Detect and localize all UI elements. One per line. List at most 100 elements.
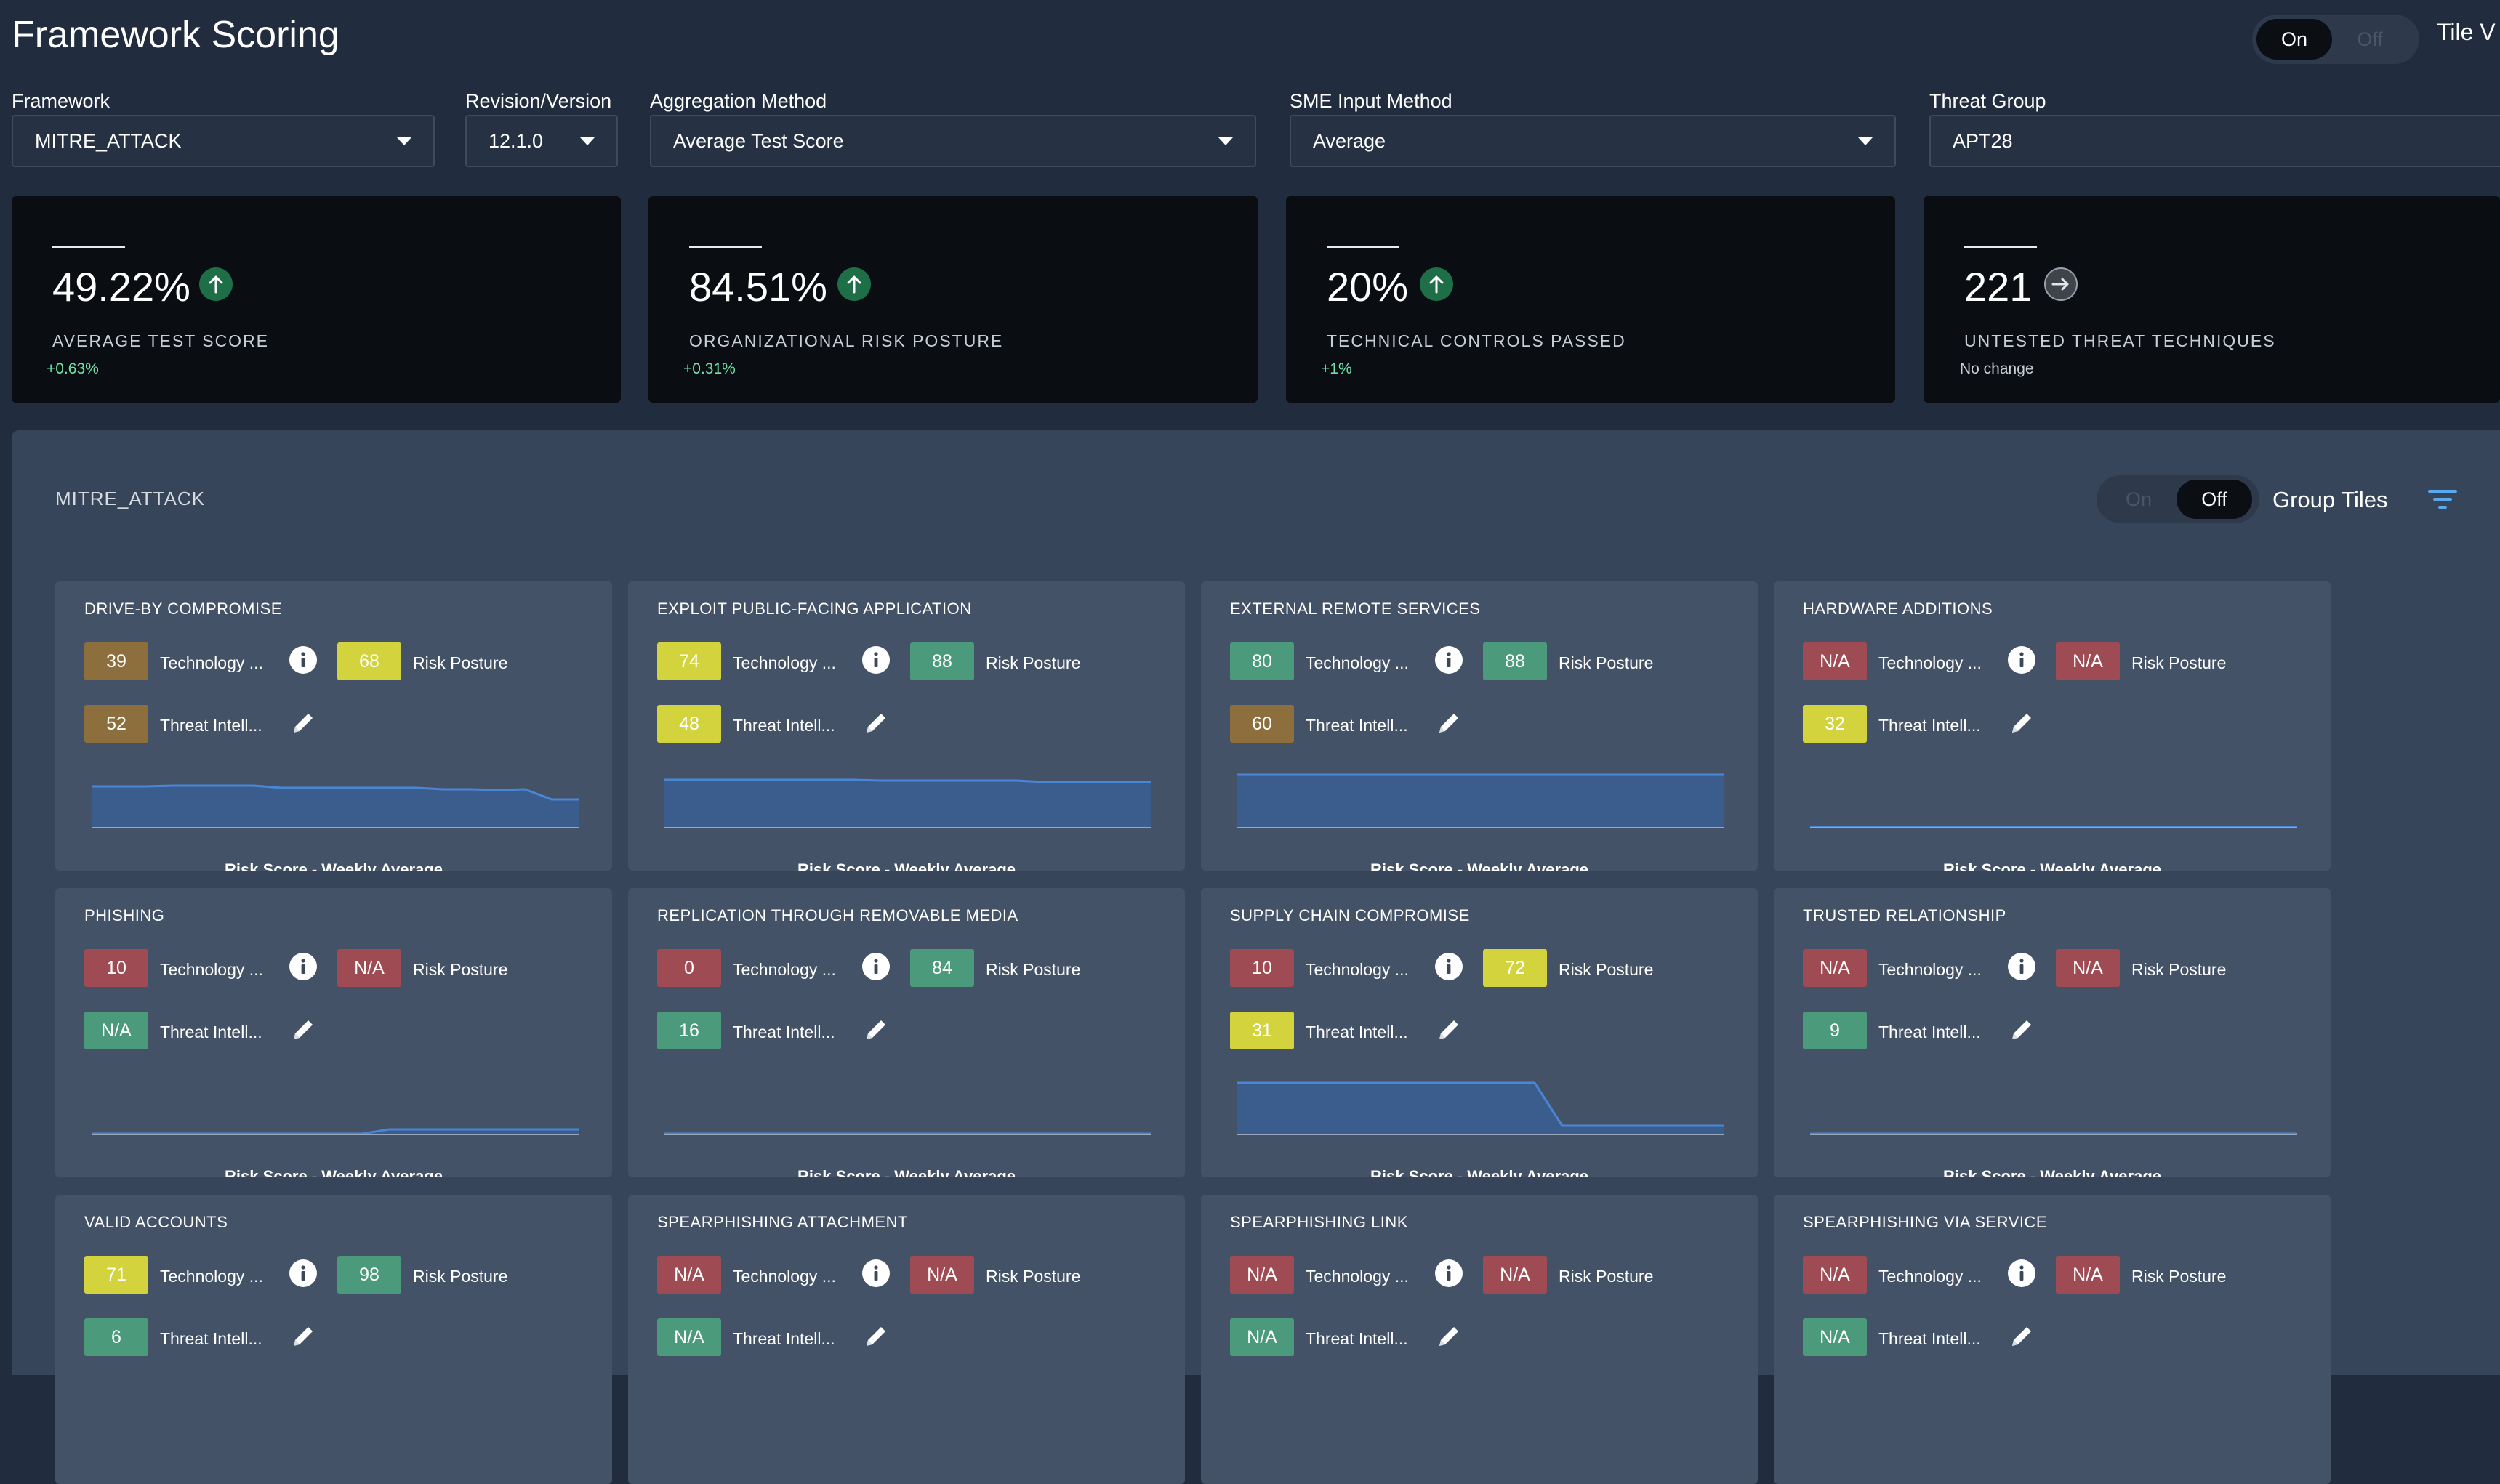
threat-group-input[interactable]: APT28 <box>1929 115 2500 167</box>
threat-intel-score-badge: 52 <box>84 705 148 743</box>
revision-select[interactable]: 12.1.0 <box>465 115 618 167</box>
edit-icon[interactable] <box>289 1323 317 1350</box>
tile-title: EXPLOIT PUBLIC-FACING APPLICATION <box>657 600 972 618</box>
arrow-up-icon <box>199 267 233 301</box>
technique-tile-phishing[interactable]: PHISHING 10 Technology ... N/A Risk Posture N… <box>55 888 612 1177</box>
chevron-down-icon <box>1858 137 1873 145</box>
technique-tile-hardware-additions[interactable]: HARDWARE ADDITIONS N/A Technology ... N/A Ri… <box>1774 581 2331 871</box>
technology-label: Technology ... <box>1878 653 1982 672</box>
technique-tile-spearphishing-link[interactable]: SPEARPHISHING LINK N/A Technology ... N/A Ri… <box>1201 1195 1758 1484</box>
edit-icon[interactable] <box>1435 709 1463 737</box>
kpi-card-controls-passed: 20% TECHNICAL CONTROLS PASSED +1% <box>1286 196 1895 403</box>
technique-tile-supply-chain-compromise[interactable]: SUPPLY CHAIN COMPROMISE 10 Technology ... 7… <box>1201 888 1758 1177</box>
info-icon[interactable] <box>862 646 890 674</box>
edit-icon[interactable] <box>1435 1016 1463 1044</box>
sparkline-area <box>1237 1083 1724 1135</box>
sparkline-area <box>1237 775 1724 828</box>
technology-score-badge: 71 <box>84 1256 148 1294</box>
chevron-down-icon <box>1218 137 1233 145</box>
sparkline-line <box>1237 1081 1724 1127</box>
group-tiles-off-option[interactable]: Off <box>2177 480 2252 519</box>
info-icon[interactable] <box>2008 646 2035 674</box>
group-tiles-toggle[interactable]: On Off <box>2097 475 2259 523</box>
info-icon[interactable] <box>862 1259 890 1287</box>
tile-view-on-option[interactable]: On <box>2256 19 2332 60</box>
tile-view-off-option[interactable]: Off <box>2357 28 2383 50</box>
risk-posture-score-badge: 84 <box>910 949 974 987</box>
info-icon[interactable] <box>289 1259 317 1287</box>
framework-label: Framework <box>12 90 110 112</box>
edit-icon[interactable] <box>862 709 890 737</box>
aggregation-select[interactable]: Average Test Score <box>650 115 1256 167</box>
technique-tile-trusted-relationship[interactable]: TRUSTED RELATIONSHIP N/A Technology ... N/A… <box>1774 888 2331 1177</box>
chart-caption: Risk Score - Weekly Average <box>224 860 443 871</box>
sparkline-line <box>92 784 579 801</box>
threat-intel-label: Threat Intell... <box>1878 1329 1981 1348</box>
tile-view-toggle[interactable]: On Off <box>2252 15 2419 64</box>
kpi-value: 20% <box>1327 264 1409 310</box>
chart-caption: Risk Score - Weekly Average <box>224 1167 443 1177</box>
technology-score-badge: N/A <box>1803 642 1867 680</box>
risk-posture-score-badge: 88 <box>910 642 974 680</box>
threat-intel-label: Threat Intell... <box>1878 716 1981 735</box>
technology-label: Technology ... <box>160 653 263 672</box>
info-icon[interactable] <box>289 646 317 674</box>
technology-score-badge: 10 <box>1230 949 1294 987</box>
info-icon[interactable] <box>862 953 890 980</box>
edit-icon[interactable] <box>862 1016 890 1044</box>
group-tiles-on-option[interactable]: On <box>2125 488 2153 510</box>
info-icon[interactable] <box>1435 646 1463 674</box>
framework-value: MITRE_ATTACK <box>35 129 182 152</box>
technology-score-badge: N/A <box>657 1256 721 1294</box>
threat-intel-score-badge: N/A <box>84 1012 148 1049</box>
risk-posture-label: Risk Posture <box>986 653 1081 672</box>
info-icon[interactable] <box>1435 953 1463 980</box>
technique-tile-spearphishing-via-service[interactable]: SPEARPHISHING VIA SERVICE N/A Technology .… <box>1774 1195 2331 1484</box>
chart-caption: Risk Score - Weekly Average <box>1942 1167 2161 1177</box>
risk-posture-label: Risk Posture <box>413 960 508 979</box>
filter-icon[interactable] <box>2428 488 2457 510</box>
edit-icon[interactable] <box>2008 1016 2035 1044</box>
technology-label: Technology ... <box>1878 960 1982 979</box>
arrow-up-icon <box>837 267 871 301</box>
edit-icon[interactable] <box>2008 709 2035 737</box>
technology-label: Technology ... <box>1878 1267 1982 1286</box>
arrow-right-icon <box>2044 267 2078 301</box>
threat-intel-score-badge: 9 <box>1803 1012 1867 1049</box>
edit-icon[interactable] <box>862 1323 890 1350</box>
chevron-down-icon <box>397 137 411 145</box>
tile-title: VALID ACCOUNTS <box>84 1213 228 1231</box>
risk-posture-score-badge: N/A <box>337 949 401 987</box>
risk-posture-score-badge: 98 <box>337 1256 401 1294</box>
risk-posture-score-badge: N/A <box>1483 1256 1547 1294</box>
technology-score-badge: 80 <box>1230 642 1294 680</box>
technique-tile-spearphishing-attachment[interactable]: SPEARPHISHING ATTACHMENT N/A Technology ..… <box>628 1195 1185 1484</box>
technique-tile-drive-by-compromise[interactable]: DRIVE-BY COMPROMISE 39 Technology ... 68 Ris… <box>55 581 612 871</box>
threat-intel-score-badge: N/A <box>1230 1318 1294 1356</box>
risk-score-sparkline <box>1237 1081 1724 1135</box>
technique-tile-valid-accounts[interactable]: VALID ACCOUNTS 71 Technology ... 98 Risk Pos… <box>55 1195 612 1484</box>
risk-posture-label: Risk Posture <box>413 653 508 672</box>
risk-score-sparkline <box>1810 826 2297 828</box>
tile-title: DRIVE-BY COMPROMISE <box>84 600 282 618</box>
edit-icon[interactable] <box>289 709 317 737</box>
chevron-down-icon <box>580 137 595 145</box>
chart-caption: Risk Score - Weekly Average <box>1370 860 1588 871</box>
technique-tile-replication-through-removable-media[interactable]: REPLICATION THROUGH REMOVABLE MEDIA 0 Tech… <box>628 888 1185 1177</box>
framework-select[interactable]: MITRE_ATTACK <box>12 115 435 167</box>
info-icon[interactable] <box>2008 1259 2035 1287</box>
kpi-delta: +1% <box>1321 360 1352 377</box>
info-icon[interactable] <box>289 953 317 980</box>
risk-posture-score-badge: N/A <box>2056 642 2120 680</box>
edit-icon[interactable] <box>289 1016 317 1044</box>
technology-score-badge: N/A <box>1230 1256 1294 1294</box>
edit-icon[interactable] <box>2008 1323 2035 1350</box>
technique-tile-external-remote-services[interactable]: EXTERNAL REMOTE SERVICES 80 Technology ...… <box>1201 581 1758 871</box>
risk-posture-label: Risk Posture <box>2131 960 2227 979</box>
info-icon[interactable] <box>2008 953 2035 980</box>
info-icon[interactable] <box>1435 1259 1463 1287</box>
kpi-label: AVERAGE TEST SCORE <box>52 331 270 350</box>
sme-select[interactable]: Average <box>1290 115 1896 167</box>
edit-icon[interactable] <box>1435 1323 1463 1350</box>
technique-tile-exploit-public-facing-application[interactable]: EXPLOIT PUBLIC-FACING APPLICATION 74 Techn… <box>628 581 1185 871</box>
